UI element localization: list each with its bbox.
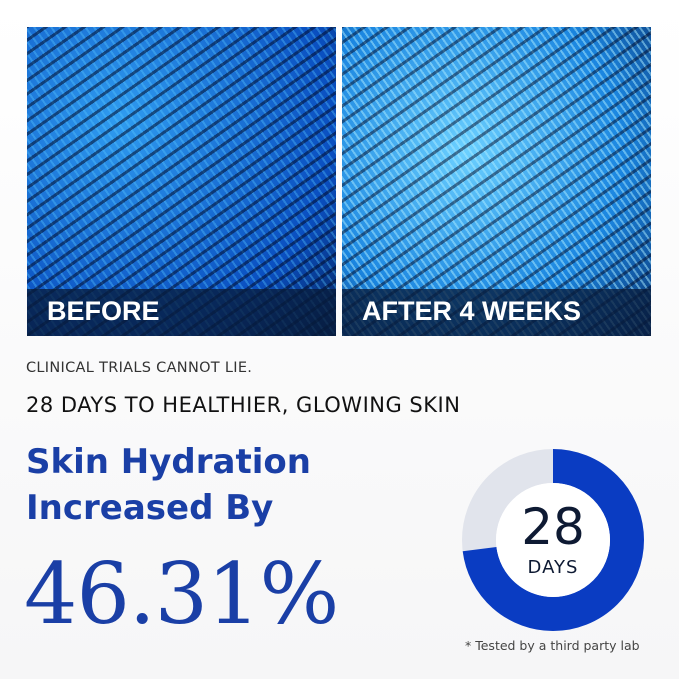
hydration-percentage: 46.31% [24, 545, 339, 643]
donut-number: 28 [521, 498, 585, 556]
donut-center [496, 483, 610, 597]
before-label-band: BEFORE [27, 289, 336, 336]
after-label-band: AFTER 4 WEEKS [342, 289, 651, 336]
headline-line2: Increased By [26, 488, 274, 528]
footnote: * Tested by a third party lab [465, 638, 640, 653]
after-label: AFTER 4 WEEKS [362, 296, 582, 326]
donut-unit: DAYS [527, 557, 579, 578]
headline-line1: Skin Hydration [26, 442, 311, 482]
before-image: BEFORE [27, 27, 336, 336]
days-donut-chart [462, 449, 644, 631]
subheading: 28 DAYS TO HEALTHIER, GLOWING SKIN [26, 393, 461, 417]
before-label: BEFORE [47, 296, 160, 326]
donut-fill [462, 449, 644, 631]
after-image: AFTER 4 WEEKS [342, 27, 651, 336]
tagline: CLINICAL TRIALS CANNOT LIE. [26, 360, 253, 376]
